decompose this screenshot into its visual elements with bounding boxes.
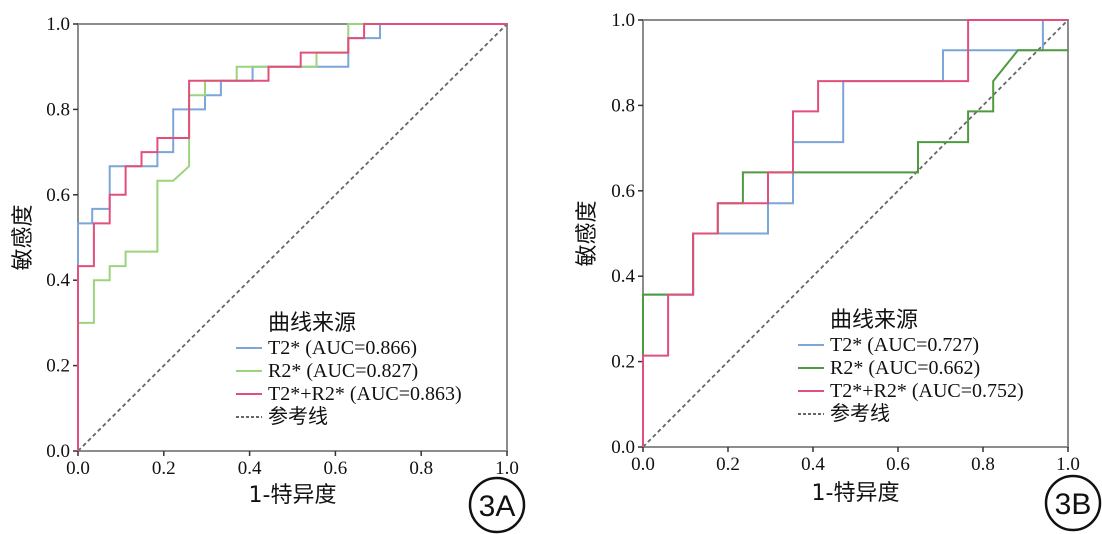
x-tick-label: 0.2 — [716, 454, 740, 475]
x-tick-label: 1.0 — [1056, 454, 1080, 475]
y-tick-label: 0.0 — [611, 437, 635, 458]
y-tick-label: 0.0 — [46, 441, 70, 462]
x-tick-label: 0.2 — [152, 458, 176, 479]
legend-entry: 参考线 — [268, 405, 328, 428]
y-tick-label: 1.0 — [46, 14, 70, 35]
x-tick-label: 0.8 — [971, 454, 995, 475]
legend-entry: R2* (AUC=0.827) — [268, 360, 418, 382]
y-tick-label: 0.8 — [611, 95, 635, 116]
y-tick-label: 0.4 — [46, 270, 70, 291]
x-tick-label: 0.8 — [409, 458, 433, 479]
x-axis-label: 1-特异度 — [249, 483, 337, 508]
y-tick-label: 1.0 — [611, 10, 635, 31]
y-axis-label: 敏感度 — [575, 200, 600, 266]
y-tick-label: 0.4 — [611, 266, 635, 287]
legend-entry: 参考线 — [830, 402, 890, 425]
y-tick-label: 0.6 — [611, 181, 635, 202]
legend-entry: T2* (AUC=0.866) — [268, 337, 417, 359]
panel-badge — [468, 476, 526, 534]
roc-panel-3b: 0.0 0.2 0.4 0.6 0.8 1.0 0.0 0.2 0.4 0.6 0.8 1.0 1-特异… — [575, 10, 1102, 532]
roc-curve-series — [642, 19, 1068, 447]
x-tick-label: 0.6 — [886, 454, 910, 475]
reference-line — [77, 23, 508, 452]
y-tick-label: 0.2 — [46, 356, 70, 377]
x-tick-label: 0.4 — [801, 454, 825, 475]
x-tick-label: 0.6 — [324, 458, 348, 479]
x-axis-label: 1-特异度 — [812, 481, 900, 506]
legend-entry: T2* (AUC=0.727) — [830, 334, 979, 356]
plot-frame — [642, 19, 1069, 448]
legend-entry: T2*+R2* (AUC=0.863) — [268, 383, 462, 405]
x-tick-label: 0.0 — [631, 454, 655, 475]
legend-entry: T2*+R2* (AUC=0.752) — [830, 380, 1024, 402]
legend-title: 曲线来源 — [830, 308, 918, 333]
x-tick-label: 0.0 — [66, 458, 90, 479]
y-tick-label: 0.6 — [46, 185, 70, 206]
roc-panel-3a: 0.0 0.2 0.4 0.6 0.8 1.0 0.0 0.2 0.4 0.6 0.8 1.0 1-特异… — [11, 14, 526, 534]
roc-curve-series — [77, 23, 507, 451]
y-axis-label: 敏感度 — [11, 204, 36, 270]
x-tick-label: 1.0 — [495, 458, 519, 479]
panel-label: 3B — [1055, 488, 1092, 521]
legend-title: 曲线来源 — [268, 311, 356, 336]
reference-line — [642, 19, 1069, 448]
legend-entry: R2* (AUC=0.662) — [830, 357, 980, 379]
roc-curve-series — [77, 23, 507, 451]
y-tick-label: 0.2 — [611, 352, 635, 373]
panel-badge — [1044, 474, 1102, 532]
y-tick-label: 0.8 — [46, 99, 70, 120]
panel-label: 3A — [479, 490, 516, 523]
x-tick-label: 0.4 — [238, 458, 262, 479]
